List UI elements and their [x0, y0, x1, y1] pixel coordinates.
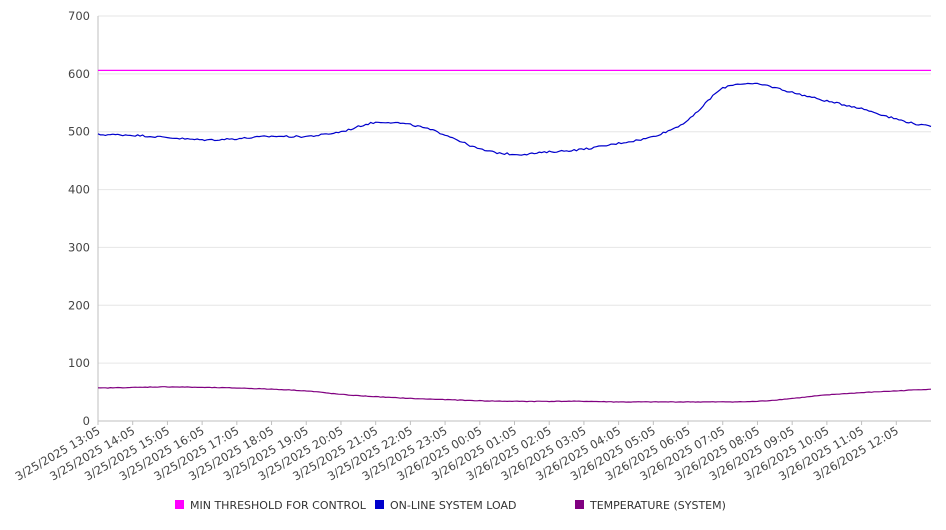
y-axis-ticks: 0 100 200 300 400 500 600 700: [68, 9, 90, 428]
y-tick-label: 600: [68, 67, 90, 81]
axes: [97, 16, 931, 422]
y-tick-label: 200: [68, 298, 90, 312]
x-axis-ticks: 3/25/2025 13:053/25/2025 14:053/25/2025 …: [13, 421, 901, 483]
legend-label-3: TEMPERATURE (SYSTEM): [589, 499, 726, 512]
y-tick-label: 400: [68, 183, 90, 197]
legend-label-2: ON-LINE SYSTEM LOAD: [390, 499, 516, 512]
y-tick-label: 0: [83, 414, 90, 428]
series-line-2: [97, 82, 932, 156]
series-line-3: [97, 386, 932, 403]
legend-swatch-3: [575, 500, 584, 509]
legend-swatch-1: [175, 500, 184, 509]
y-tick-label: 500: [68, 125, 90, 139]
y-tick-label: 100: [68, 356, 90, 370]
legend-swatch-2: [375, 500, 384, 509]
grid-lines: [98, 15, 931, 364]
series-lines: [97, 69, 932, 403]
legend: MIN THRESHOLD FOR CONTROL ON-LINE SYSTEM …: [175, 499, 726, 512]
y-tick-label: 300: [68, 240, 90, 254]
y-tick-label: 700: [68, 9, 90, 23]
legend-label-1: MIN THRESHOLD FOR CONTROL: [190, 499, 367, 512]
